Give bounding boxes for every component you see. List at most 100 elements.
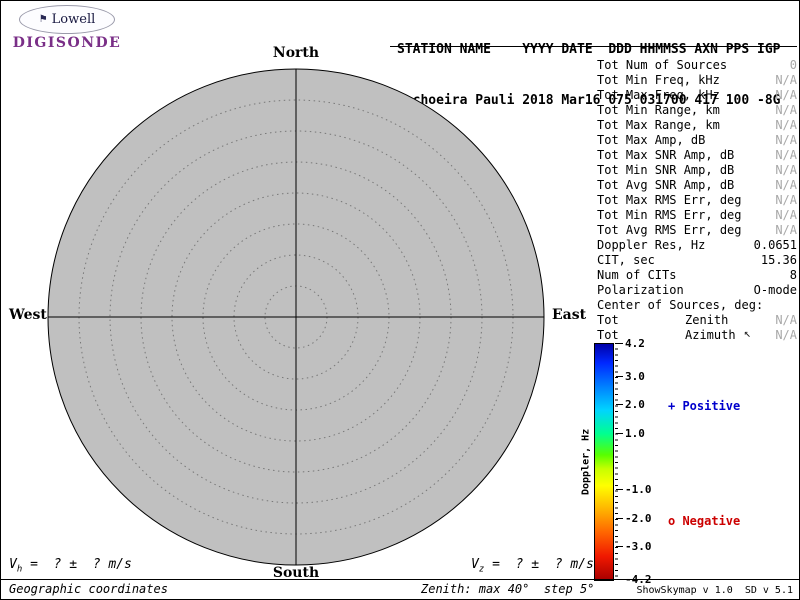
- stat-value: 15.36: [760, 253, 797, 267]
- stat-value: N/A: [775, 178, 797, 192]
- stat-sublabel: Zenith: [685, 313, 729, 327]
- stat-row: Polarization O-mode: [597, 283, 797, 298]
- stat-value: N/A: [775, 313, 797, 327]
- stat-row: Tot Num of Sources 0: [597, 58, 797, 73]
- logo-name: Lowell: [51, 12, 96, 27]
- flag-icon: ⚑: [38, 14, 48, 25]
- mouse-cursor-icon: ↖: [743, 326, 751, 340]
- compass-label-south: South: [272, 565, 320, 581]
- colorbar-tick: -2.0: [616, 511, 652, 525]
- colorbar-tick: 4.2: [616, 337, 645, 350]
- logo-product-name: DIGISONDE: [12, 35, 122, 51]
- colorbar-gradient: [594, 343, 614, 581]
- stat-label: Tot Min Range, km: [597, 103, 720, 117]
- stat-value: N/A: [775, 223, 797, 237]
- stat-row: Tot Max Range, km N/A: [597, 118, 797, 133]
- stat-label: CIT, sec: [597, 253, 655, 267]
- header-station-values: Cachoeira Pauli 2018 Mar16 075 031700 41…: [397, 93, 781, 108]
- stat-label: Num of CITs: [597, 268, 677, 282]
- legend-negative: o Negative: [668, 514, 740, 528]
- stat-value: N/A: [775, 73, 797, 87]
- vz-symbol: V: [471, 557, 479, 572]
- crosshair-axes: [48, 69, 544, 565]
- lowell-digisonde-logo: ⚑ Lowell DIGISONDE: [11, 5, 123, 51]
- stat-label: Tot Max RMS Err, deg: [597, 193, 742, 207]
- stat-row: Tot Max Amp, dB N/A: [597, 133, 797, 148]
- stat-sublabel: Azimuth: [685, 328, 736, 342]
- stat-row: Tot Max Freq, kHz N/A: [597, 88, 797, 103]
- doppler-colorbar: Doppler, Hz 4.2 3.0 2.0 1.0 -1.0 -2.0 -3…: [581, 338, 652, 586]
- stat-label: Doppler Res, Hz: [597, 238, 706, 252]
- stat-value: O-mode: [753, 283, 797, 297]
- header-divider: [390, 46, 797, 47]
- stat-label: Tot Max SNR Amp, dB: [597, 148, 735, 162]
- vh-value: = ? ± ? m/s: [22, 557, 132, 572]
- software-version-label: ShowSkymap v 1.0 SD v 5.1: [636, 585, 793, 596]
- stat-value: 0.0651: [753, 238, 797, 252]
- stat-value: N/A: [775, 148, 797, 162]
- horizontal-velocity-readout: Vh = ? ± ? m/s: [9, 557, 132, 575]
- stat-label: Polarization: [597, 283, 684, 297]
- stat-row: Tot Min Freq, kHz N/A: [597, 73, 797, 88]
- stat-value: N/A: [775, 163, 797, 177]
- vertical-velocity-readout: Vz = ? ± ? m/s: [471, 557, 594, 575]
- vh-subscript: h: [16, 564, 23, 575]
- compass-label-west: West: [9, 307, 47, 323]
- stat-label: Tot Avg SNR Amp, dB: [597, 178, 735, 192]
- stat-value: N/A: [775, 208, 797, 222]
- stat-label: Tot: [597, 328, 619, 342]
- header-column-titles: STATION NAME YYYY DATE DDD HHMMSS AXN PP…: [397, 42, 781, 57]
- stats-panel: Tot Num of Sources 0 Tot Min Freq, kHz N/A…: [597, 58, 797, 343]
- stat-row: Tot Min Range, km N/A: [597, 103, 797, 118]
- stat-label: Tot Max Range, km: [597, 118, 720, 132]
- stat-label: Tot Min Freq, kHz: [597, 73, 720, 87]
- compass-label-east: East: [552, 307, 587, 323]
- stat-label: Tot Min SNR Amp, dB: [597, 163, 735, 177]
- legend-positive-label: Positive: [675, 399, 741, 413]
- stat-value: N/A: [775, 133, 797, 147]
- stat-row: Doppler Res, Hz 0.0651: [597, 238, 797, 253]
- stat-row: Tot Min SNR Amp, dB N/A: [597, 163, 797, 178]
- circle-marker-icon: o: [668, 514, 676, 528]
- colorbar-tick: -1.0: [616, 483, 652, 497]
- skymap-svg: [47, 68, 545, 566]
- colorbar-axis-label: Doppler, Hz: [580, 428, 592, 496]
- stat-value: N/A: [775, 328, 797, 342]
- stat-value: N/A: [775, 118, 797, 132]
- legend-positive: + Positive: [668, 399, 740, 413]
- stat-row: CIT, sec 15.36: [597, 253, 797, 268]
- stat-label: Tot: [597, 313, 619, 327]
- stat-row: Tot Zenith N/A: [597, 313, 797, 328]
- stat-row: Tot Max SNR Amp, dB N/A: [597, 148, 797, 163]
- skymap-plot: [46, 67, 546, 567]
- vz-subscript: z: [478, 564, 485, 575]
- stat-label: Tot Num of Sources: [597, 58, 728, 72]
- colorbar-minor-ticks: [615, 343, 618, 581]
- colorbar-tick: 1.0: [616, 426, 645, 440]
- stat-value: N/A: [775, 103, 797, 117]
- zenith-range-label: Zenith: max 40° step 5°: [421, 582, 595, 596]
- vz-value: = ? ± ? m/s: [484, 557, 594, 572]
- stat-section-header: Center of Sources, deg:: [597, 298, 797, 313]
- stat-label: Center of Sources, deg:: [597, 298, 764, 312]
- stat-label: Tot Max Amp, dB: [597, 133, 706, 147]
- stat-row: Tot Avg SNR Amp, dB N/A: [597, 178, 797, 193]
- stat-label: Tot Max Freq, kHz: [597, 88, 720, 102]
- colorbar-tick: 3.0: [616, 370, 645, 383]
- stat-value: 0: [789, 58, 797, 72]
- coordinate-system-label: Geographic coordinates: [9, 582, 168, 596]
- stat-row: Tot Avg RMS Err, deg N/A: [597, 223, 797, 238]
- stat-label: Tot Min RMS Err, deg: [597, 208, 742, 222]
- stat-row: Tot Max RMS Err, deg N/A: [597, 193, 797, 208]
- stat-value: N/A: [775, 88, 797, 102]
- colorbar-tick: 2.0: [616, 398, 645, 412]
- stat-row: Num of CITs 8: [597, 268, 797, 283]
- compass-label-north: North: [272, 45, 320, 61]
- stat-value: N/A: [775, 193, 797, 207]
- lowell-logo-oval: ⚑ Lowell: [19, 5, 115, 34]
- station-header: STATION NAME YYYY DATE DDD HHMMSS AXN PP…: [397, 7, 781, 143]
- plus-marker-icon: +: [668, 399, 676, 413]
- vh-symbol: V: [9, 557, 17, 572]
- legend-negative-label: Negative: [675, 514, 741, 528]
